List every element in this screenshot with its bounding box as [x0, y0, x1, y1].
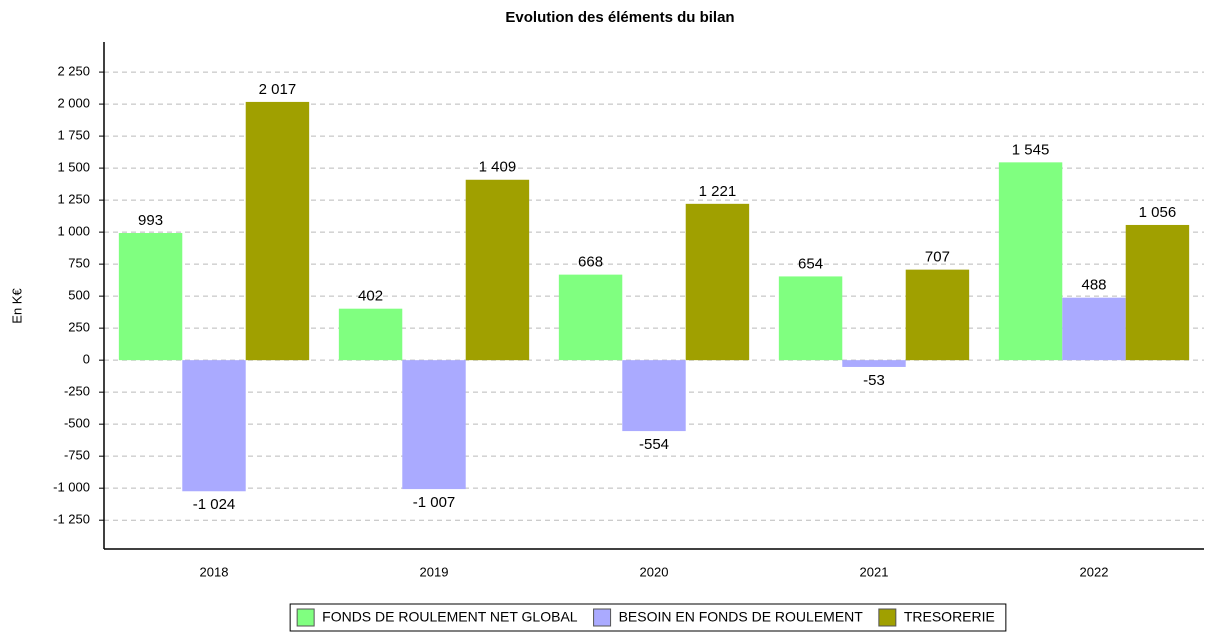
bar — [558, 274, 623, 361]
y-tick-label: 500 — [68, 288, 90, 303]
value-label: 488 — [1081, 277, 1106, 294]
value-label: 1 221 — [699, 183, 737, 200]
y-tick-label: 2 000 — [57, 96, 90, 111]
y-tick-label: 250 — [68, 320, 90, 335]
bar — [245, 101, 310, 361]
value-label: 1 545 — [1012, 141, 1050, 158]
y-tick-label: -1 000 — [53, 480, 90, 495]
y-tick-label: -500 — [64, 416, 90, 431]
value-label: 654 — [798, 255, 823, 272]
value-label: 668 — [578, 254, 603, 271]
legend-label: BESOIN EN FONDS DE ROULEMENT — [619, 609, 864, 625]
value-label: 402 — [358, 288, 383, 305]
value-label: 1 056 — [1139, 204, 1177, 221]
y-tick-label: -1 250 — [53, 512, 90, 527]
x-tick-label: 2020 — [640, 564, 669, 579]
bar — [685, 203, 750, 361]
y-tick-label: 2 250 — [57, 64, 90, 79]
y-tick-label: 1 250 — [57, 192, 90, 207]
y-tick-label: 1 750 — [57, 128, 90, 143]
y-tick-label: 750 — [68, 256, 90, 271]
x-tick-label: 2019 — [420, 564, 449, 579]
legend-swatch — [593, 608, 612, 627]
chart-title: Evolution des éléments du bilan — [505, 9, 734, 26]
value-label: 993 — [138, 212, 163, 229]
legend-swatch — [296, 608, 315, 627]
y-tick-label: 1 500 — [57, 160, 90, 175]
bar — [465, 179, 530, 361]
value-label: 1 409 — [479, 159, 517, 176]
y-tick-label: -250 — [64, 384, 90, 399]
y-tick-label: 1 000 — [57, 224, 90, 239]
y-tick-label: -750 — [64, 448, 90, 463]
x-tick-label: 2021 — [860, 564, 889, 579]
bar — [778, 276, 843, 361]
x-tick-label: 2018 — [200, 564, 229, 579]
value-label: -1 007 — [413, 494, 456, 511]
value-label: -1 024 — [193, 496, 236, 513]
bar — [622, 360, 686, 432]
y-tick-label: 0 — [83, 352, 90, 367]
x-tick-label: 2022 — [1080, 564, 1109, 579]
legend-label: FONDS DE ROULEMENT NET GLOBAL — [322, 609, 578, 625]
y-axis-label: En K€ — [9, 288, 24, 324]
value-label: 2 017 — [259, 81, 297, 98]
legend: FONDS DE ROULEMENT NET GLOBAL BESOIN EN F… — [296, 608, 995, 627]
legend-label: TRESORERIE — [904, 609, 995, 625]
bar — [842, 360, 906, 367]
bar — [998, 162, 1063, 361]
legend-swatch — [878, 608, 897, 627]
bar — [905, 269, 970, 361]
bar — [118, 233, 183, 361]
bar — [338, 308, 403, 361]
bar — [1062, 297, 1126, 361]
legend-box — [289, 603, 1007, 632]
bar — [1125, 224, 1190, 361]
value-label: -554 — [639, 436, 669, 453]
bar — [402, 360, 466, 490]
bar — [182, 360, 246, 492]
value-label: -53 — [863, 372, 885, 389]
value-label: 707 — [925, 249, 950, 266]
